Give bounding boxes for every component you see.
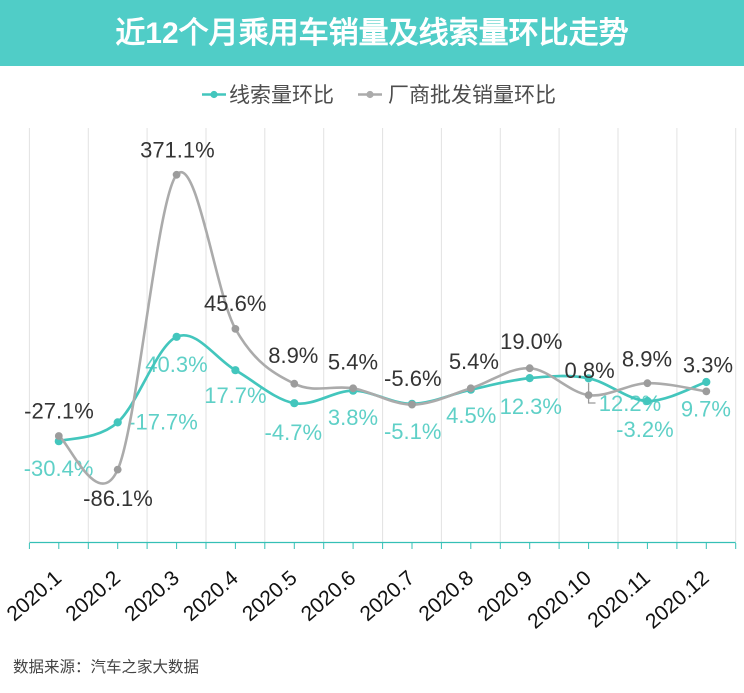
svg-text:4.5%: 4.5% <box>446 403 496 428</box>
svg-text:5.4%: 5.4% <box>449 349 499 374</box>
svg-text:近12个月乘用车销量及线索量环比走势: 近12个月乘用车销量及线索量环比走势 <box>115 16 628 50</box>
svg-text:19.0%: 19.0% <box>500 329 562 354</box>
svg-text:数据来源：汽车之家大数据: 数据来源：汽车之家大数据 <box>13 658 199 676</box>
svg-text:5.4%: 5.4% <box>328 350 378 375</box>
svg-text:8.9%: 8.9% <box>622 346 672 371</box>
svg-text:-27.1%: -27.1% <box>24 399 94 424</box>
svg-text:17.7%: 17.7% <box>204 383 266 408</box>
svg-text:3.8%: 3.8% <box>328 405 378 430</box>
svg-text:-4.7%: -4.7% <box>265 420 322 445</box>
svg-text:-17.7%: -17.7% <box>128 410 198 435</box>
svg-text:12.2%: 12.2% <box>599 391 661 416</box>
svg-text:-5.1%: -5.1% <box>384 419 441 444</box>
svg-text:9.7%: 9.7% <box>681 396 731 421</box>
svg-text:8.9%: 8.9% <box>268 343 318 368</box>
svg-text:371.1%: 371.1% <box>140 138 215 163</box>
svg-text:12.3%: 12.3% <box>500 394 562 419</box>
svg-text:-5.6%: -5.6% <box>384 366 441 391</box>
svg-text:-3.2%: -3.2% <box>616 417 673 442</box>
svg-text:3.3%: 3.3% <box>683 353 733 378</box>
svg-text:线索量环比: 线索量环比 <box>229 84 334 107</box>
svg-text:45.6%: 45.6% <box>204 291 266 316</box>
svg-text:0.8%: 0.8% <box>565 358 615 383</box>
svg-text:40.3%: 40.3% <box>145 352 207 377</box>
svg-text:-86.1%: -86.1% <box>83 486 153 511</box>
svg-text:厂商批发销量环比: 厂商批发销量环比 <box>388 84 556 107</box>
